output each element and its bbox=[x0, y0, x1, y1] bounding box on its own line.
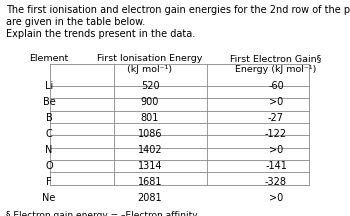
Text: N: N bbox=[45, 145, 53, 155]
Text: The first ionisation and electron gain energies for the 2nd row of the periodic : The first ionisation and electron gain e… bbox=[6, 5, 350, 15]
Text: First Electron Gain§: First Electron Gain§ bbox=[230, 54, 322, 63]
Text: F: F bbox=[46, 177, 52, 187]
Text: 1402: 1402 bbox=[138, 145, 162, 155]
Text: 801: 801 bbox=[141, 113, 159, 123]
Text: Element: Element bbox=[29, 54, 69, 63]
Text: (kJ mol⁻¹): (kJ mol⁻¹) bbox=[127, 65, 173, 73]
Text: 1681: 1681 bbox=[138, 177, 162, 187]
Text: O: O bbox=[45, 161, 53, 171]
Text: -122: -122 bbox=[265, 129, 287, 139]
Text: -60: -60 bbox=[268, 81, 284, 91]
Text: 900: 900 bbox=[141, 97, 159, 107]
Text: -328: -328 bbox=[265, 177, 287, 187]
Text: 2081: 2081 bbox=[138, 193, 162, 203]
Text: B: B bbox=[46, 113, 52, 123]
Text: 1314: 1314 bbox=[138, 161, 162, 171]
Text: Explain the trends present in the data.: Explain the trends present in the data. bbox=[6, 29, 195, 39]
Text: are given in the table below.: are given in the table below. bbox=[6, 17, 145, 27]
Text: First Ionisation Energy: First Ionisation Energy bbox=[97, 54, 203, 63]
Text: Li: Li bbox=[45, 81, 53, 91]
Text: Ne: Ne bbox=[42, 193, 56, 203]
Text: C: C bbox=[46, 129, 52, 139]
Text: 520: 520 bbox=[141, 81, 159, 91]
Text: § Electron gain energy = –Electron affinity.: § Electron gain energy = –Electron affin… bbox=[6, 211, 199, 216]
Text: >0: >0 bbox=[269, 145, 283, 155]
Text: Energy (kJ mol⁻¹): Energy (kJ mol⁻¹) bbox=[235, 65, 317, 73]
Text: 1086: 1086 bbox=[138, 129, 162, 139]
Text: >0: >0 bbox=[269, 193, 283, 203]
Text: >0: >0 bbox=[269, 97, 283, 107]
Text: -141: -141 bbox=[265, 161, 287, 171]
Text: Be: Be bbox=[43, 97, 55, 107]
Text: -27: -27 bbox=[268, 113, 284, 123]
